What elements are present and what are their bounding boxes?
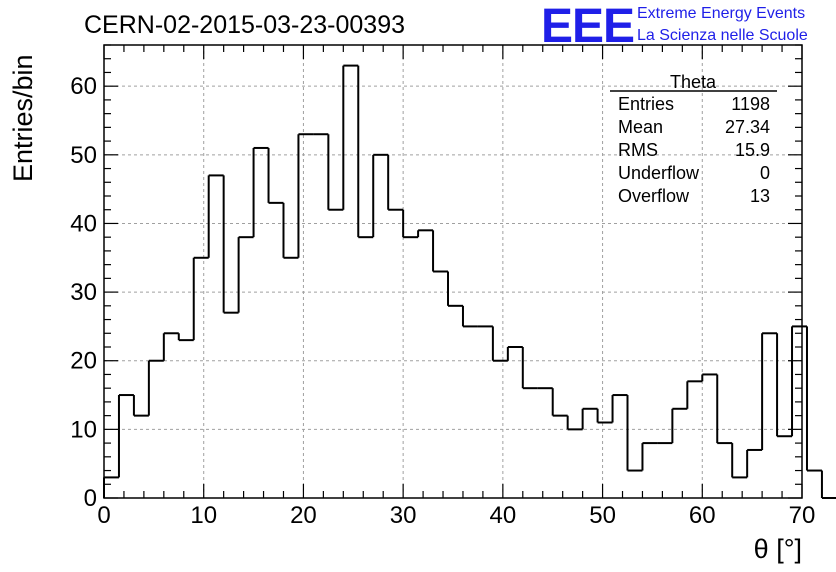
- stats-box: Theta Entries 1198 Mean 27.34 RMS 15.9 Underfl…: [610, 72, 777, 206]
- histogram-bin: [162, 332, 179, 361]
- histogram-bin: [820, 470, 836, 499]
- logo-line-2: La Scienza nelle Scuole: [637, 27, 808, 44]
- y-tick-label: 20: [70, 348, 97, 375]
- plot-frame: [103, 44, 803, 499]
- logo-line-1: Extreme Energy Events: [637, 5, 805, 22]
- histogram-bin: [805, 326, 822, 472]
- histogram-bin: [342, 64, 359, 210]
- histogram-bin: [641, 442, 658, 471]
- histogram-bin: [701, 373, 718, 382]
- histogram-bin: [581, 407, 598, 430]
- histogram-bin: [372, 153, 389, 238]
- histogram-bin: [147, 359, 164, 416]
- histogram-bin: [417, 229, 434, 238]
- x-tick-label: 0: [97, 502, 110, 529]
- y-tick-label: 50: [70, 142, 97, 169]
- stats-title: Theta: [670, 72, 717, 92]
- y-axis-label: Entries/bin: [8, 54, 38, 182]
- stats-label: Overflow: [618, 186, 690, 206]
- grid-lines: [104, 45, 802, 498]
- histogram-bin: [596, 408, 613, 424]
- stats-label: RMS: [618, 140, 658, 160]
- histogram-bin: [566, 415, 583, 431]
- histogram-bin: [432, 230, 449, 273]
- histogram-bin: [506, 346, 523, 361]
- stats-label: Entries: [618, 94, 674, 114]
- histogram-bin: [357, 65, 374, 239]
- histogram-bin: [761, 332, 778, 450]
- histogram-bin: [282, 202, 299, 259]
- histogram-bin: [132, 395, 149, 417]
- x-tick-label: 30: [390, 502, 417, 529]
- histogram-bin: [731, 443, 748, 479]
- histogram-bin: [387, 154, 404, 211]
- x-tick-label: 40: [490, 502, 517, 529]
- histogram-bin: [252, 146, 269, 238]
- eee-logo: EEE: [541, 0, 634, 53]
- x-tick-label: 20: [290, 502, 317, 529]
- stats-value: 13: [750, 186, 770, 206]
- stats-value: 27.34: [725, 117, 770, 137]
- stats-value: 0: [760, 163, 770, 183]
- histogram-bin: [237, 236, 254, 313]
- run-title: CERN-02-2015-03-23-00393: [84, 11, 405, 39]
- x-axis-label: θ [°]: [754, 534, 802, 564]
- histogram-bin: [267, 147, 284, 204]
- histogram-bin: [791, 325, 807, 437]
- histogram-bin: [551, 388, 568, 417]
- y-tick-label: 40: [70, 210, 97, 237]
- histogram-bin: [611, 394, 628, 423]
- histogram-bin: [716, 374, 733, 445]
- histogram-bin: [222, 175, 239, 314]
- stats-value: 1198: [731, 94, 770, 114]
- axes: 0 10 20 30 40 50 60 70 0 10 20 30 40 50 60: [70, 44, 816, 529]
- histogram-bin: [103, 476, 119, 498]
- stats-value: 15.9: [735, 140, 770, 160]
- histogram-layer: [103, 64, 836, 499]
- y-tick-label: 60: [70, 73, 97, 100]
- histogram-bin: [447, 271, 463, 307]
- histogram-bin: [491, 326, 508, 362]
- histogram-bin: [177, 333, 194, 342]
- histogram-bin: [402, 209, 419, 239]
- y-tick-label: 0: [84, 485, 97, 512]
- x-tick-label: 70: [789, 502, 816, 529]
- x-tick-label: 60: [689, 502, 716, 529]
- histogram-bin: [327, 134, 344, 211]
- x-tick-label: 50: [589, 502, 616, 529]
- histogram-bin: [297, 133, 314, 258]
- histogram-bin: [746, 448, 763, 478]
- histogram-bin: [626, 395, 643, 472]
- histogram-bin: [776, 333, 793, 438]
- stats-label: Mean: [618, 117, 663, 137]
- histogram-bin: [117, 394, 134, 478]
- y-tick-label: 30: [70, 279, 97, 306]
- y-tick-label: 10: [70, 416, 97, 443]
- x-tick-label: 10: [190, 502, 217, 529]
- histogram-bin: [192, 256, 209, 341]
- histogram-bin: [207, 174, 224, 258]
- stats-label: Underflow: [618, 163, 700, 183]
- histogram-bin: [686, 380, 703, 409]
- histogram-bin: [461, 305, 478, 328]
- histogram-bin: [671, 407, 688, 444]
- histogram-bin: [521, 347, 538, 390]
